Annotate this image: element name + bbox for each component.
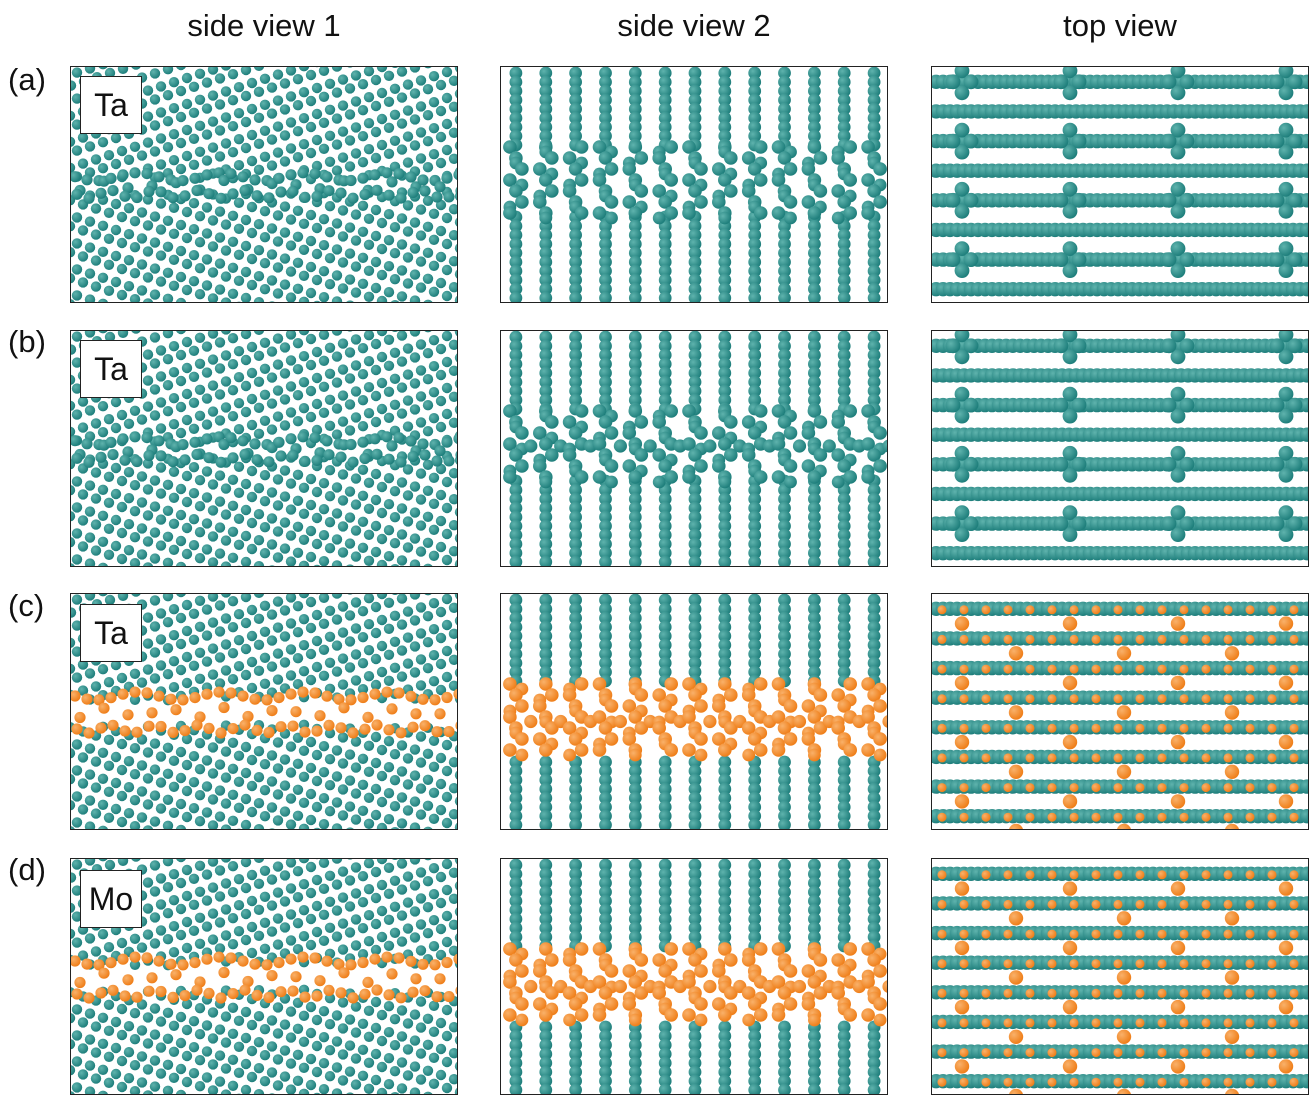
top-view-panel-c	[931, 593, 1309, 830]
side-view-1-panel-c-svg	[71, 594, 457, 829]
top-view-panel-d	[931, 858, 1309, 1095]
side-view-2-panel-c	[500, 593, 888, 830]
element-label-b: Ta	[80, 340, 142, 398]
row-label-d: (d)	[8, 852, 46, 887]
side-view-1-panel-c	[70, 593, 458, 830]
element-label-d: Mo	[80, 870, 142, 928]
element-label-c: Ta	[80, 604, 142, 662]
column-header-side-view-2: side view 2	[617, 8, 771, 43]
side-view-2-panel-b	[500, 330, 888, 567]
side-view-1-panel-b-svg	[71, 331, 457, 566]
side-view-1-panel-b	[70, 330, 458, 567]
side-view-1-panel-d-svg	[71, 859, 457, 1094]
element-label-a: Ta	[80, 76, 142, 134]
top-view-panel-a	[931, 66, 1309, 303]
top-view-panel-b	[931, 330, 1309, 567]
top-view-panel-d-svg	[932, 866, 1308, 1094]
side-view-2-panel-d	[500, 858, 888, 1095]
top-view-panel-b-svg	[932, 331, 1308, 561]
column-header-top-view: top view	[1063, 8, 1177, 43]
row-label-a: (a)	[8, 62, 46, 97]
top-view-panel-c-svg	[932, 601, 1308, 829]
side-view-2-panel-d-svg	[503, 859, 887, 1094]
row-label-c: (c)	[8, 588, 45, 623]
side-view-2-panel-b-svg	[503, 331, 887, 566]
top-view-panel-a-svg	[932, 67, 1308, 297]
side-view-2-panel-a-svg	[503, 67, 887, 302]
side-view-2-panel-a	[500, 66, 888, 303]
side-view-2-panel-c-svg	[503, 594, 887, 829]
side-view-1-panel-a	[70, 66, 458, 303]
column-header-side-view-1: side view 1	[187, 8, 341, 43]
row-label-b: (b)	[8, 324, 46, 359]
